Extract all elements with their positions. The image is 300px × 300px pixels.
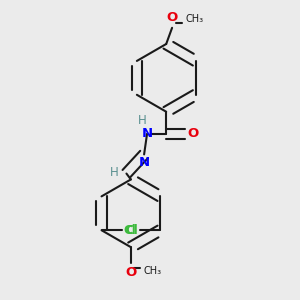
Text: N: N: [142, 127, 153, 140]
Text: CH₃: CH₃: [185, 14, 203, 24]
Text: H: H: [110, 166, 119, 178]
Text: CH₃: CH₃: [143, 266, 161, 276]
Text: N: N: [139, 156, 150, 169]
Text: Cl: Cl: [125, 224, 138, 237]
Text: H: H: [137, 114, 146, 127]
Text: O: O: [188, 127, 199, 140]
Text: Cl: Cl: [124, 224, 136, 237]
Text: O: O: [167, 11, 178, 24]
Text: O: O: [125, 266, 136, 279]
